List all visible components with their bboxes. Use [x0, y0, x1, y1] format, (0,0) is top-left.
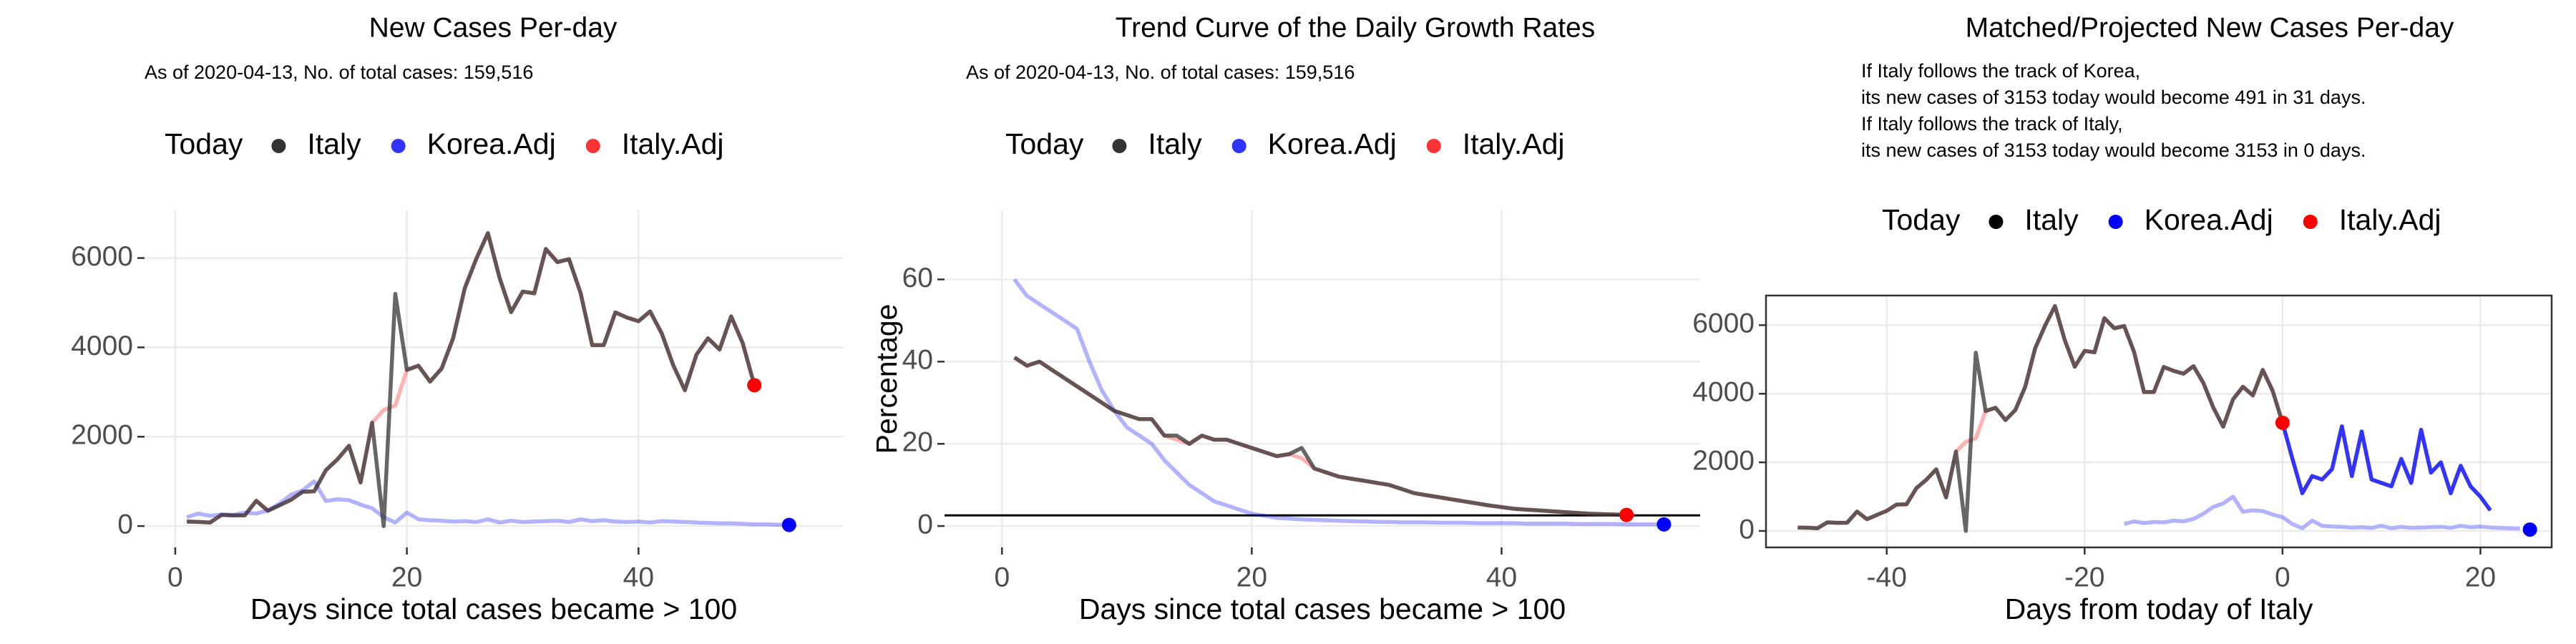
today-point — [781, 517, 796, 532]
legend-label: Italy.Adj — [622, 127, 724, 160]
legend-title: Today — [1882, 203, 1961, 236]
y-axis-label: Percentage — [870, 304, 903, 454]
y-tick-label: 0 — [917, 509, 933, 540]
x-tick-label: 0 — [994, 562, 1010, 592]
annotation: its new cases of 3153 today would become… — [1861, 87, 2366, 108]
series-line — [2283, 423, 2510, 510]
legend-label: Italy — [307, 127, 361, 160]
chart-title: Trend Curve of the Daily Growth Rates — [1116, 12, 1595, 43]
y-tick-label: 2000 — [71, 420, 133, 451]
y-tick-label: 20 — [902, 427, 933, 458]
y-tick-label: 4000 — [1692, 377, 1755, 408]
x-tick-label: 20 — [2465, 562, 2496, 592]
series-line — [2123, 494, 2520, 531]
series-line — [187, 231, 756, 528]
x-tick-label: 40 — [1486, 562, 1517, 592]
x-tick-label: 0 — [2275, 562, 2290, 592]
y-tick-label: 60 — [902, 263, 933, 293]
legend-marker — [2108, 215, 2123, 229]
x-tick-label: 40 — [623, 562, 654, 592]
series-line — [1013, 356, 1627, 517]
legend-label: Italy.Adj — [2339, 203, 2441, 236]
today-point — [747, 378, 762, 393]
y-tick-label: 0 — [117, 509, 133, 540]
x-tick-label: -40 — [1867, 562, 1907, 592]
x-tick-label: 20 — [1236, 562, 1267, 592]
today-point — [2275, 415, 2290, 430]
plot-border — [1765, 294, 2553, 549]
legend-marker — [391, 139, 406, 153]
legend-marker — [1231, 139, 1246, 153]
x-tick-label: 20 — [391, 562, 422, 592]
y-tick-label: 2000 — [1692, 445, 1755, 476]
x-axis-label: Days since total cases became > 100 — [1079, 592, 1566, 625]
legend-marker — [1989, 215, 2004, 229]
x-axis-label: Days from today of Italy — [2005, 592, 2313, 625]
today-point — [1657, 517, 1672, 532]
x-axis-label: Days since total cases became > 100 — [250, 592, 737, 625]
legend-marker — [1112, 139, 1127, 153]
chart-title: New Cases Per-day — [369, 12, 618, 43]
chart-title: Matched/Projected New Cases Per-day — [1966, 12, 2454, 43]
series-line — [1797, 303, 2285, 533]
y-tick-label: 6000 — [1692, 308, 1755, 339]
legend-label: Korea.Adj — [2145, 203, 2273, 236]
subtitle: As of 2020-04-13, No. of total cases: 15… — [145, 62, 533, 83]
legend-marker — [585, 139, 600, 153]
legend-label: Italy — [2024, 203, 2079, 236]
series-line — [1013, 278, 1664, 527]
x-tick-label: 0 — [167, 562, 183, 592]
legend-label: Korea.Adj — [1268, 127, 1397, 160]
x-tick-label: -20 — [2064, 562, 2104, 592]
today-point — [1619, 507, 1634, 522]
y-tick-label: 40 — [902, 345, 933, 376]
y-tick-label: 6000 — [71, 241, 133, 272]
series-line — [1013, 356, 1627, 517]
annotation: If Italy follows the track of Italy, — [1861, 113, 2123, 135]
legend-title: Today — [165, 127, 243, 160]
subtitle: As of 2020-04-13, No. of total cases: 15… — [966, 62, 1355, 83]
legend-marker — [2303, 215, 2318, 229]
legend-marker — [271, 139, 286, 153]
legend-label: Italy — [1148, 127, 1202, 160]
today-point — [2522, 522, 2537, 537]
y-tick-label: 0 — [1739, 514, 1755, 545]
legend-label: Italy.Adj — [1463, 127, 1565, 160]
y-tick-label: 4000 — [71, 331, 133, 361]
annotation: If Italy follows the track of Korea, — [1861, 60, 2140, 82]
series-line — [186, 479, 789, 527]
annotation: its new cases of 3153 today would become… — [1861, 140, 2366, 161]
legend-label: Korea.Adj — [427, 127, 556, 160]
legend-marker — [1426, 139, 1441, 153]
legend-title: Today — [1005, 127, 1084, 160]
